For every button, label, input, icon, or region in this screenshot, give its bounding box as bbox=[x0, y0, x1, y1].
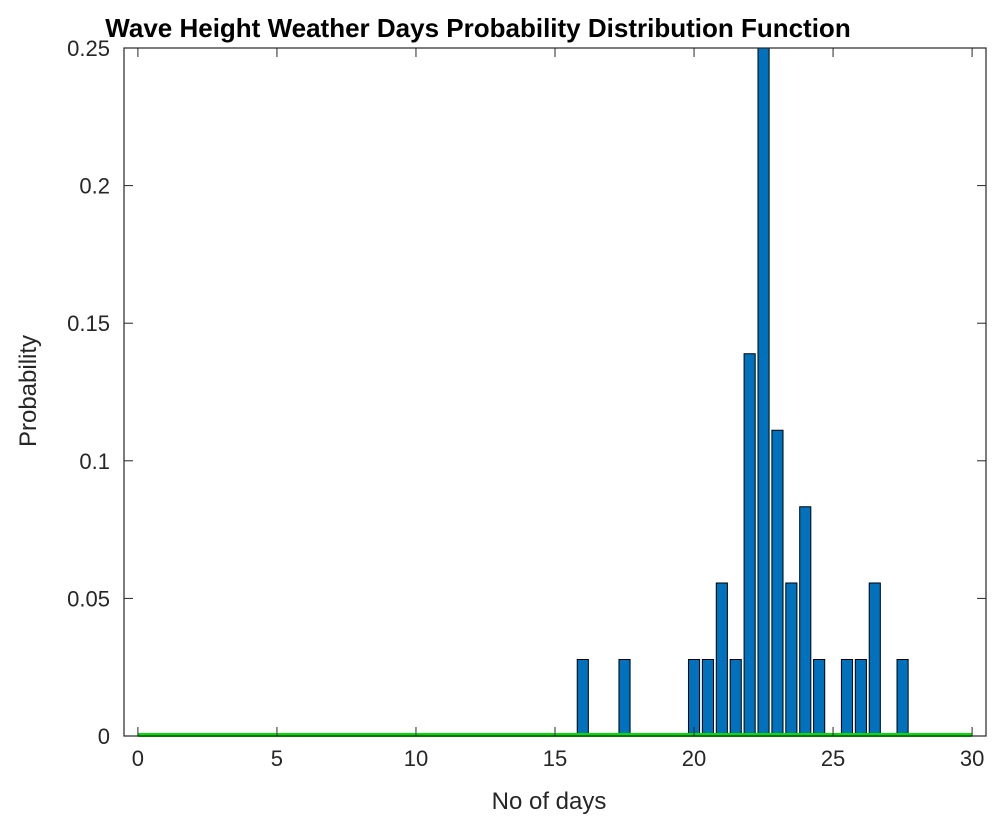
bar-3 bbox=[701, 658, 714, 737]
y-tick-label-1: 0.05 bbox=[67, 586, 110, 611]
bar-10 bbox=[799, 506, 812, 737]
x-tick-label-1: 5 bbox=[271, 746, 283, 771]
bar-1 bbox=[618, 658, 631, 737]
bar-6 bbox=[743, 353, 756, 737]
bar-0 bbox=[576, 658, 589, 737]
bar-8 bbox=[771, 429, 784, 737]
x-tick-label-3: 15 bbox=[543, 746, 567, 771]
bar-15 bbox=[896, 658, 909, 737]
bar-7 bbox=[757, 47, 770, 737]
bars-group bbox=[576, 47, 909, 737]
bar-11 bbox=[813, 658, 826, 737]
bar-5 bbox=[729, 658, 742, 737]
y-tick-label-5: 0.25 bbox=[67, 36, 110, 61]
bar-4 bbox=[715, 582, 728, 737]
bar-2 bbox=[687, 658, 701, 737]
y-axis-ticks: 0 0.05 0.1 0.15 0.2 0.25 bbox=[67, 36, 986, 749]
x-axis-label: No of days bbox=[492, 788, 607, 815]
y-tick-label-0: 0 bbox=[98, 724, 110, 749]
x-axis-ticks: 0 5 10 15 20 25 30 bbox=[132, 48, 984, 771]
bar-9 bbox=[785, 582, 798, 737]
y-axis-label: Probability bbox=[15, 335, 42, 447]
x-tick-label-2: 10 bbox=[404, 746, 428, 771]
bar-13 bbox=[854, 658, 867, 737]
y-tick-label-4: 0.2 bbox=[79, 174, 110, 199]
x-tick-label-0: 0 bbox=[132, 746, 144, 771]
x-tick-label-4: 20 bbox=[682, 746, 706, 771]
y-tick-label-3: 0.15 bbox=[67, 311, 110, 336]
x-tick-label-5: 25 bbox=[821, 746, 845, 771]
plot-area-box bbox=[123, 47, 987, 737]
bar-12 bbox=[840, 658, 854, 737]
bar-14 bbox=[868, 582, 881, 737]
chart-title: Wave Height Weather Days Probability Dis… bbox=[105, 13, 850, 43]
y-tick-label-2: 0.1 bbox=[79, 449, 110, 474]
x-tick-label-6: 30 bbox=[960, 746, 984, 771]
